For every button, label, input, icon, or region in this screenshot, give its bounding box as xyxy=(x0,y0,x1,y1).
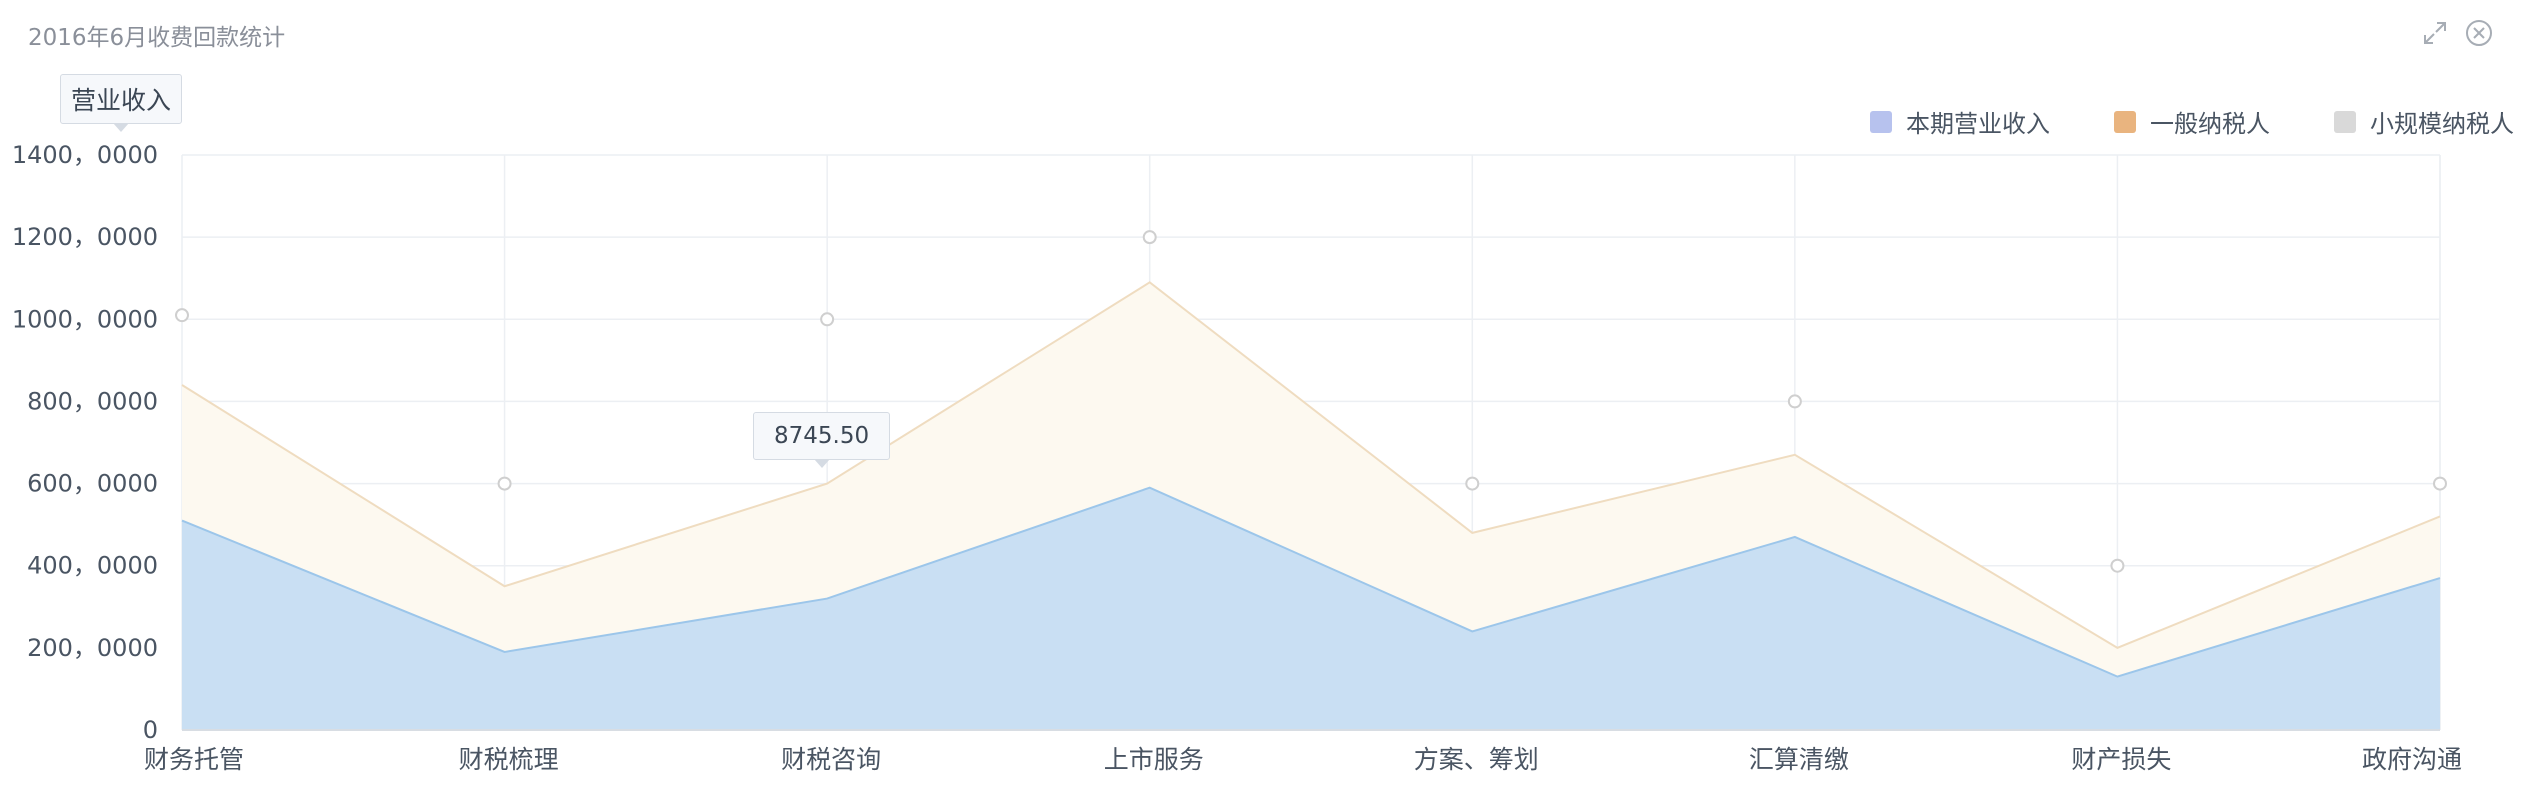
data-point-小规模纳税人 xyxy=(2110,558,2125,573)
tooltip-pointer xyxy=(813,459,830,468)
chart-legend: 本期营业收入 一般纳税人 小规模纳税人 xyxy=(1806,104,2514,139)
data-point-小规模纳税人 xyxy=(820,312,835,327)
series-line-本期营业收入 xyxy=(181,486,2441,678)
series-area-本期营业收入 xyxy=(182,487,2440,730)
y-tick-label: 800，0000 xyxy=(27,387,158,415)
legend-label: 小规模纳税人 xyxy=(2370,110,2514,138)
y-tick-label: 200，0000 xyxy=(27,634,158,662)
x-tick-label: 上市服务 xyxy=(1104,745,1204,774)
legend-item-本期营业收入[interactable]: 本期营业收入 xyxy=(1870,104,2050,139)
tag-pointer xyxy=(113,123,129,132)
legend-swatch xyxy=(1870,110,1892,133)
y-tick-label: 1200，0000 xyxy=(12,223,158,251)
x-tick-label: 财税咨询 xyxy=(781,745,881,774)
x-tick-label: 方案、筹划 xyxy=(1414,745,1539,774)
y-tick-label: 400，0000 xyxy=(27,552,158,580)
value-tooltip: 8745.50 xyxy=(753,412,891,468)
tooltip-value: 8745.50 xyxy=(774,423,870,449)
expand-icon[interactable] xyxy=(2418,16,2452,50)
y-tick-label: 600，0000 xyxy=(27,470,158,498)
legend-swatch xyxy=(2334,110,2356,133)
legend-swatch xyxy=(2114,110,2136,133)
legend-item-小规模纳税人[interactable]: 小规模纳税人 xyxy=(2334,104,2514,139)
series-line-一般纳税人 xyxy=(181,281,2441,649)
data-point-小规模纳税人 xyxy=(2433,476,2447,491)
data-point-小规模纳税人 xyxy=(1142,230,1157,245)
x-tick-label: 政府沟通 xyxy=(2362,745,2462,774)
data-point-小规模纳税人 xyxy=(497,476,512,491)
y-axis-unit-text: 营业收入 xyxy=(71,86,172,115)
y-tick-label: 1400，0000 xyxy=(12,141,158,169)
x-tick-label: 财税梳理 xyxy=(459,745,559,774)
x-tick-label: 财务托管 xyxy=(144,745,244,774)
close-icon[interactable] xyxy=(2462,16,2496,50)
legend-label: 一般纳税人 xyxy=(2150,110,2270,138)
data-point-小规模纳税人 xyxy=(1787,394,1802,409)
x-tick-label: 财产损失 xyxy=(2071,745,2171,774)
y-tick-label: 0 xyxy=(143,716,158,744)
x-tick-label: 汇算清缴 xyxy=(1749,745,1849,774)
y-axis-unit-label: 营业收入 xyxy=(60,74,183,132)
legend-item-一般纳税人[interactable]: 一般纳税人 xyxy=(2114,104,2270,139)
y-tick-label: 1000，0000 xyxy=(12,305,158,333)
data-point-小规模纳税人 xyxy=(175,308,189,323)
legend-label: 本期营业收入 xyxy=(1906,110,2050,138)
panel-title: 2016年6月收费回款统计 xyxy=(28,25,286,51)
data-point-小规模纳税人 xyxy=(1465,476,1480,491)
